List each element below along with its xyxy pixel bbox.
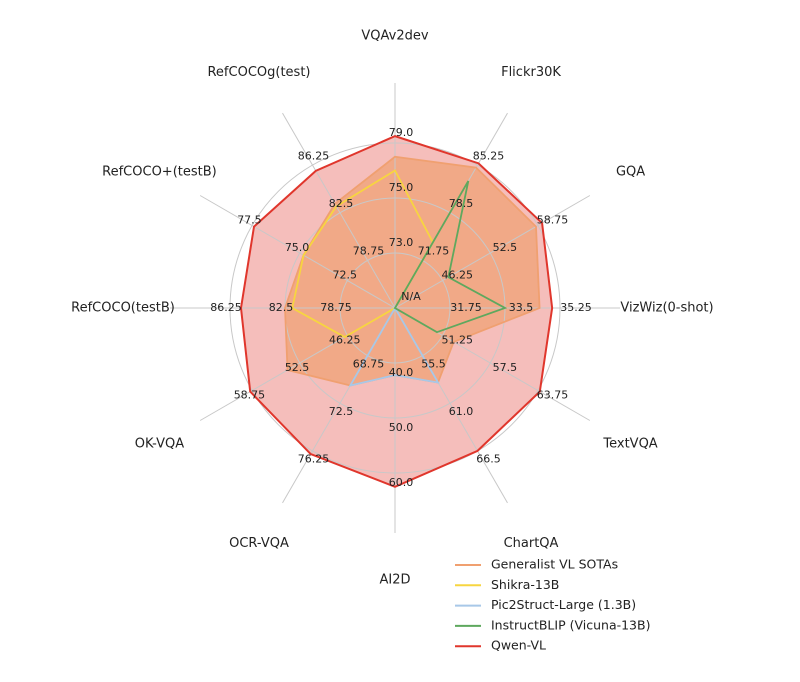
legend: Generalist VL SOTAs Shikra-13B Pic2Struct-… (455, 557, 650, 653)
tick-mark (489, 252, 491, 254)
axis-label: GQA (616, 165, 645, 180)
tick-mark (312, 164, 313, 166)
tick-mark (299, 252, 301, 254)
axis-label: ChartQA (504, 536, 559, 551)
axis-label: VQAv2dev (361, 29, 428, 44)
legend-label: Pic2Struct-Large (1.3B) (491, 597, 636, 612)
tick-label: 75.0 (389, 181, 414, 194)
lines (239, 135, 554, 488)
legend-label: Shikra-13B (491, 577, 559, 592)
center-label: N/A (401, 290, 421, 303)
tick-mark (537, 390, 539, 391)
tick-label: 31.75 (450, 301, 482, 314)
legend-label: Qwen-VL (491, 638, 546, 653)
tick-label: 35.25 (560, 301, 592, 314)
axis-line (199, 195, 396, 309)
tick-label: 72.5 (329, 405, 354, 418)
tick-mark (312, 450, 313, 452)
tick-label: 57.5 (493, 361, 518, 374)
legend-label: InstructBLIP (Vicuna-13B) (491, 617, 650, 632)
tick-label: 86.25 (210, 301, 242, 314)
series-line (348, 306, 440, 387)
tick-label: 78.75 (353, 245, 385, 258)
labels: VQAv2dev 73.0 75.0 79.0 Flickr30K 71.75 78.5 85… (71, 29, 713, 588)
tick-label: 33.5 (509, 301, 534, 314)
tick-mark (346, 280, 348, 281)
tick-label: 78.75 (320, 301, 352, 314)
tick-mark (339, 212, 341, 214)
tick-mark (229, 307, 231, 309)
tick-mark (394, 142, 396, 144)
series-fill (285, 156, 540, 386)
tick-mark (442, 280, 444, 281)
tick-label: 72.5 (332, 269, 357, 282)
tick-label: 61.0 (449, 405, 474, 418)
tick-mark (394, 417, 396, 419)
axis-label: TextVQA (602, 437, 657, 452)
tick-mark (394, 472, 396, 474)
tick-label: 76.25 (298, 453, 330, 466)
tick-label: 58.75 (537, 214, 569, 227)
axis-label: RefCOCOg(test) (207, 65, 310, 80)
tick-mark (477, 164, 478, 166)
series-line (393, 180, 508, 334)
axis-line (282, 112, 396, 309)
tick-mark (559, 307, 561, 309)
tick-label: 79.0 (389, 126, 414, 139)
tick-mark (449, 402, 451, 404)
tick-mark (442, 335, 444, 336)
tick-label: 85.25 (473, 149, 505, 162)
tick-label: 77.5 (237, 214, 262, 227)
tick-mark (394, 252, 396, 254)
tick-label: 71.75 (418, 245, 450, 258)
axis-label: RefCOCO(testB) (71, 301, 175, 316)
tick-mark (489, 362, 491, 364)
axis-label: Flickr30K (501, 65, 561, 80)
tick-mark (394, 197, 396, 199)
tick-label: 78.5 (449, 197, 474, 210)
axis-label: OCR-VQA (229, 536, 289, 551)
tick-label: 50.0 (389, 421, 414, 434)
tick-label: 55.5 (421, 357, 446, 370)
tick-label: 63.75 (537, 389, 569, 402)
tick-label: 46.25 (442, 269, 474, 282)
tick-label: 46.25 (329, 334, 361, 347)
axis-label: OK-VQA (135, 437, 184, 452)
tick-label: 60.0 (389, 476, 414, 489)
axis-label: RefCOCO+(testB) (102, 165, 217, 180)
tick-mark (394, 362, 396, 364)
axis-label: VizWiz(0-shot) (620, 301, 713, 316)
tick-label: 82.5 (329, 197, 354, 210)
legend-label: Generalist VL SOTAs (491, 557, 618, 572)
tick-mark (299, 362, 301, 364)
tick-mark (339, 307, 341, 309)
tick-label: 75.0 (285, 241, 310, 254)
tick-label: 51.25 (442, 334, 474, 347)
axis-line (394, 195, 591, 309)
tick-label: 52.5 (285, 361, 310, 374)
tick-mark (449, 307, 451, 309)
tick-label: 52.5 (493, 241, 518, 254)
tick-mark (537, 225, 539, 226)
tick-mark (367, 259, 368, 261)
tick-label: 86.25 (298, 149, 330, 162)
tick-label: 40.0 (389, 366, 414, 379)
tick-mark (251, 390, 253, 391)
tick-mark (339, 402, 341, 404)
series-line (239, 135, 554, 488)
tick-label: 58.75 (234, 389, 266, 402)
tick-label: 73.0 (389, 236, 414, 249)
tick-label: 66.5 (476, 453, 501, 466)
tick-mark (251, 225, 253, 226)
tick-label: 68.75 (353, 357, 385, 370)
tick-label: 82.5 (269, 301, 294, 314)
axis-label: AI2D (379, 573, 410, 588)
